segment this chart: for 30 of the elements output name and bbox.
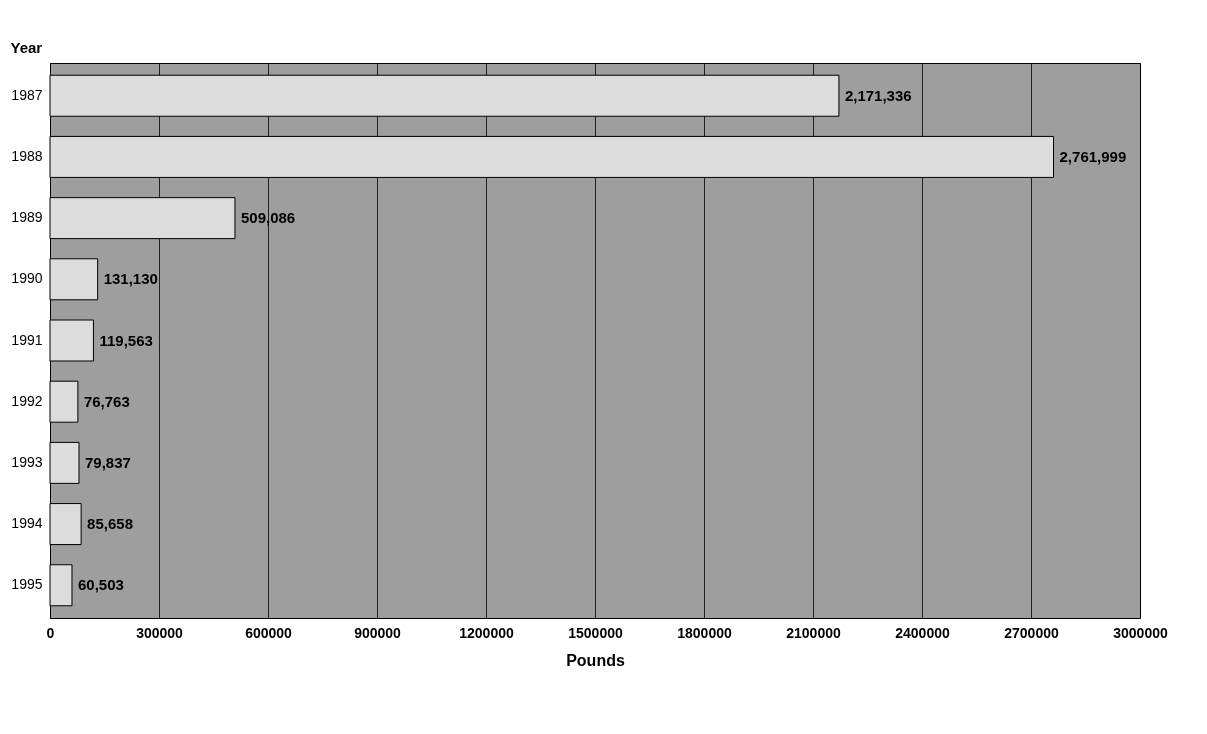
x-tick-label: 900000 <box>354 624 402 641</box>
y-tick-label: 1994 <box>11 515 43 532</box>
data-label: 85,658 <box>87 515 134 533</box>
x-axis-title: Pounds <box>566 651 625 669</box>
x-tick-label: 1500000 <box>568 624 623 641</box>
x-tick-label: 600000 <box>245 624 293 641</box>
y-tick-label: 1987 <box>11 86 43 103</box>
y-tick-label: 1995 <box>11 576 43 593</box>
y-tick-label: 1990 <box>11 270 43 287</box>
data-label: 2,761,999 <box>1059 147 1127 165</box>
data-label: 119,563 <box>99 331 153 349</box>
y-axis-title: Year <box>10 38 43 56</box>
y-tick-label: 1988 <box>11 147 43 164</box>
x-tick-label: 300000 <box>136 624 184 641</box>
y-tick-label: 1992 <box>11 392 43 409</box>
y-tick-label: 1993 <box>11 453 43 470</box>
x-tick-label: 2700000 <box>1004 624 1059 641</box>
x-tick-label: 2100000 <box>786 624 841 641</box>
x-tick-label: 1200000 <box>459 624 514 641</box>
x-tick-label: 0 <box>46 624 55 641</box>
x-tick-label: 2400000 <box>895 624 950 641</box>
y-tick-label: 1991 <box>11 331 43 348</box>
y-tick-label: 1989 <box>11 209 43 226</box>
data-label: 2,171,336 <box>844 86 912 104</box>
x-tick-label: 1800000 <box>677 624 732 641</box>
data-label: 131,130 <box>103 270 158 288</box>
data-label: 76,763 <box>83 392 130 410</box>
data-label: 79,837 <box>85 453 131 471</box>
data-label: 60,503 <box>77 576 124 594</box>
x-tick-label: 3000000 <box>1113 624 1168 641</box>
